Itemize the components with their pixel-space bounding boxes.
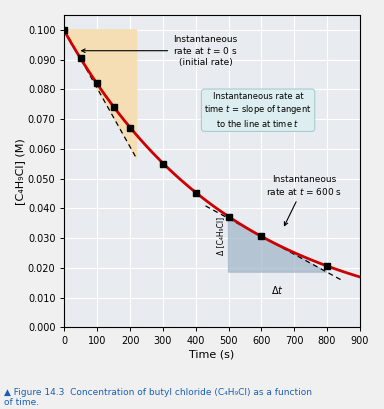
Text: Instantaneous rate at
time $t$ = slope of tangent
to the line at time $t$: Instantaneous rate at time $t$ = slope o… bbox=[204, 92, 312, 128]
Text: Instantaneous
rate at $t$ = 0 s
(initial rate): Instantaneous rate at $t$ = 0 s (initial… bbox=[81, 35, 238, 67]
Polygon shape bbox=[228, 218, 327, 272]
Y-axis label: [C₄H₉Cl] (M): [C₄H₉Cl] (M) bbox=[15, 138, 25, 204]
Text: Instantaneous
rate at $t$ = 600 s: Instantaneous rate at $t$ = 600 s bbox=[266, 175, 342, 226]
Text: ▲ Figure 14.3  Concentration of butyl chloride (C₄H₉Cl) as a function
of time.: ▲ Figure 14.3 Concentration of butyl chl… bbox=[4, 388, 312, 407]
X-axis label: Time (s): Time (s) bbox=[189, 349, 235, 359]
Polygon shape bbox=[65, 30, 137, 159]
Text: Δ$t$: Δ$t$ bbox=[271, 284, 284, 296]
Text: Δ [C₄H₉Cl]: Δ [C₄H₉Cl] bbox=[216, 217, 225, 256]
